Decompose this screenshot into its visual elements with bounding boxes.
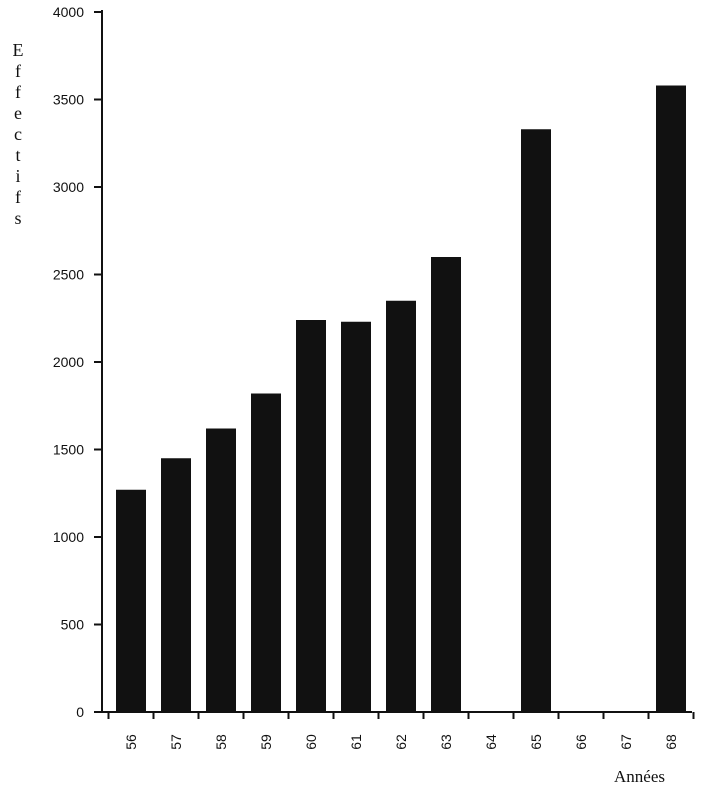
y-tick-label: 2500 [53,267,84,283]
y-axis-label-letter: s [14,208,21,228]
x-tick-label: 59 [258,734,274,750]
x-tick-label: 68 [663,734,679,750]
y-tick-label: 2000 [53,354,84,370]
x-tick-label: 63 [438,734,454,750]
x-tick-label: 65 [528,734,544,750]
x-tick-label: 61 [348,734,364,750]
y-axis-label-letter: E [13,40,24,60]
bar-57 [161,458,191,712]
y-axis-label-letter: f [15,82,21,102]
x-axis-label: Années [614,767,665,786]
y-tick-label: 3500 [53,92,84,108]
bar-62 [386,300,416,712]
y-tick-label: 1000 [53,529,84,545]
bar-63 [431,257,461,712]
x-tick-label: 60 [303,734,319,750]
y-tick-label: 500 [61,617,85,633]
y-axis-label-letter: i [15,166,20,186]
y-axis-label-letter: e [14,103,22,123]
x-tick-label: 58 [213,734,229,750]
bars [116,85,686,712]
y-axis-label-letter: f [15,61,21,81]
x-tick-label: 67 [618,734,634,750]
x-tick-label: 62 [393,734,409,750]
y-tick-label: 3000 [53,179,84,195]
x-tick-label: 57 [168,734,184,750]
bar-58 [206,428,236,712]
bar-65 [521,129,551,712]
y-tick-label: 0 [76,704,84,720]
y-axis-label-letter: t [15,145,20,165]
bar-61 [341,321,371,712]
bar-60 [296,320,326,712]
bar-59 [251,393,281,712]
y-axis-label-letter: f [15,187,21,207]
x-tick-label: 64 [483,734,499,750]
y-axis-ticks: 0 500 1000 1500 2000 2500 3000 3500 4000 [53,4,102,720]
x-tick-label: 66 [573,734,589,750]
bar-68 [656,85,686,712]
x-tick-label: 56 [123,734,139,750]
bar-56 [116,489,146,712]
x-axis-ticks: 56 57 58 59 60 61 62 63 64 65 66 67 68 [107,712,695,750]
y-tick-label: 1500 [53,442,84,458]
y-axis-label-letter: c [14,124,22,144]
y-tick-label: 4000 [53,4,84,20]
